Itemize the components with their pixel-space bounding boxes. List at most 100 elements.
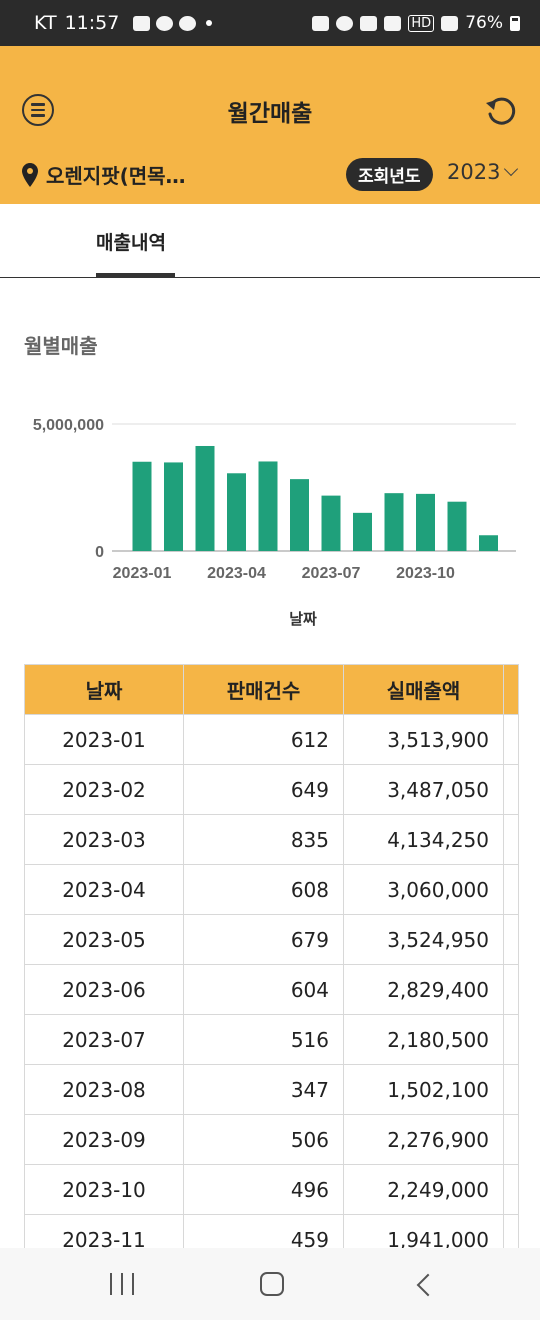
app-icon: [312, 15, 330, 31]
x-tick-label: 2023-10: [396, 565, 455, 582]
carrier-label: KT: [34, 12, 57, 34]
bar-2023-04: [227, 473, 246, 551]
active-tab-indicator: [96, 273, 175, 277]
bar-2023-02: [164, 462, 183, 551]
tab-sales-history[interactable]: 매출내역: [96, 232, 166, 254]
x-axis-label: 날짜: [289, 610, 317, 628]
x-tick-label: 2023-07: [302, 565, 361, 582]
cell-extra: [503, 1014, 519, 1065]
cell-amount: 2,249,000: [343, 1164, 504, 1215]
cell-count: 612: [183, 714, 344, 765]
signal-icon: [441, 15, 459, 31]
cell-extra: [503, 814, 519, 865]
menu-icon[interactable]: [22, 94, 54, 126]
column-header-amount: 실매출액: [343, 664, 504, 715]
x-tick-label: 2023-01: [113, 565, 172, 582]
table-row[interactable]: 2023-06 604 2,829,400: [24, 964, 519, 1015]
mute-icon: [360, 15, 378, 31]
section-title: 월별매출: [24, 334, 98, 358]
bar-2023-03: [195, 445, 215, 551]
year-label-badge: 조회년도: [346, 158, 433, 191]
cell-amount: 3,513,900: [343, 714, 504, 765]
cell-extra: [503, 714, 519, 765]
monthly-sales-chart: 0 5,000,000 2023-01 2023-04 2023-07 2023-10 날짜: [33, 417, 516, 628]
cell-date: 2023-06: [24, 964, 184, 1015]
cell-count: 506: [183, 1114, 344, 1165]
more-notifications-icon: [206, 20, 213, 26]
table-row[interactable]: 2023-03 835 4,134,250: [24, 814, 519, 865]
time-label: 11:57: [64, 12, 120, 34]
y-tick-label: 0: [95, 544, 104, 561]
cell-extra: [503, 964, 519, 1015]
battery-level: 76%: [465, 13, 503, 33]
table-row[interactable]: 2023-01 612 3,513,900: [24, 714, 519, 765]
bar-2023-05: [258, 461, 278, 551]
column-header-date: 날짜: [24, 664, 184, 715]
cell-count: 516: [183, 1014, 344, 1065]
cell-date: 2023-07: [24, 1014, 184, 1065]
cell-extra: [503, 1164, 519, 1215]
cell-date: 2023-05: [24, 914, 184, 965]
table-row[interactable]: 2023-08 347 1,502,100: [24, 1064, 519, 1115]
status-bar: KT 11:57 HD 76%: [0, 0, 540, 46]
x-tick-label: 2023-04: [207, 565, 266, 582]
table-row[interactable]: 2023-09 506 2,276,900: [24, 1114, 519, 1165]
store-name: 오렌지팟(면목…: [46, 164, 186, 188]
recent-apps-icon[interactable]: [110, 1273, 134, 1295]
back-icon[interactable]: [416, 1273, 440, 1297]
cell-date: 2023-08: [24, 1064, 184, 1115]
bar-2023-09: [384, 493, 404, 551]
bar-2023-10: [416, 493, 435, 551]
chevron-down-icon: [504, 161, 519, 177]
cell-date: 2023-01: [24, 714, 184, 765]
cell-amount: 3,524,950: [343, 914, 504, 965]
tab-bar: 매출내역: [0, 204, 540, 278]
cell-extra: [503, 914, 519, 965]
hd-label: HD: [408, 14, 435, 32]
cell-date: 2023-09: [24, 1114, 184, 1165]
cell-extra: [503, 764, 519, 815]
table-header-row: 날짜 판매건수 실매출액: [24, 664, 519, 715]
table-row[interactable]: 2023-04 608 3,060,000: [24, 864, 519, 915]
cell-amount: 2,276,900: [343, 1114, 504, 1165]
wifi-icon: [384, 15, 402, 31]
year-dropdown[interactable]: 2023: [447, 160, 519, 184]
cell-date: 2023-03: [24, 814, 184, 865]
alarm-icon: [336, 15, 354, 31]
cell-date: 2023-02: [24, 764, 184, 815]
column-header-extra: [503, 664, 519, 715]
cell-amount: 4,134,250: [343, 814, 504, 865]
bar-2023-01: [132, 461, 152, 551]
location-pin-icon: [22, 162, 38, 187]
cell-amount: 2,180,500: [343, 1014, 504, 1065]
refresh-icon[interactable]: [484, 94, 518, 128]
cell-amount: 3,487,050: [343, 764, 504, 815]
app-header: 월간매출 오렌지팟(면목… 조회년도 2023: [0, 46, 540, 204]
cell-extra: [503, 1114, 519, 1165]
notification-icon: [133, 15, 151, 31]
store-selector[interactable]: 오렌지팟(면목…: [22, 160, 186, 189]
page-title: 월간매출: [227, 101, 313, 127]
table-row[interactable]: 2023-02 649 3,487,050: [24, 764, 519, 815]
cell-amount: 3,060,000: [343, 864, 504, 915]
bar-2023-06: [290, 479, 309, 551]
talk-icon: [156, 15, 174, 31]
call-icon: [179, 15, 197, 31]
cell-amount: 2,829,400: [343, 964, 504, 1015]
cell-count: 679: [183, 914, 344, 965]
table-row[interactable]: 2023-07 516 2,180,500: [24, 1014, 519, 1065]
sales-table: 날짜 판매건수 실매출액 2023-01 612 3,513,900 2023-02 6…: [24, 664, 519, 1265]
bar-2023-08: [353, 512, 372, 551]
year-value: 2023: [447, 160, 501, 184]
table-row[interactable]: 2023-10 496 2,249,000: [24, 1164, 519, 1215]
cell-count: 649: [183, 764, 344, 815]
table-row[interactable]: 2023-05 679 3,524,950: [24, 914, 519, 965]
cell-count: 347: [183, 1064, 344, 1115]
home-icon[interactable]: [260, 1272, 284, 1296]
cell-amount: 1,502,100: [343, 1064, 504, 1115]
cell-date: 2023-10: [24, 1164, 184, 1215]
bar-2023-12: [479, 535, 498, 551]
cell-extra: [503, 864, 519, 915]
cell-extra: [503, 1064, 519, 1115]
bar-2023-11: [447, 501, 467, 551]
